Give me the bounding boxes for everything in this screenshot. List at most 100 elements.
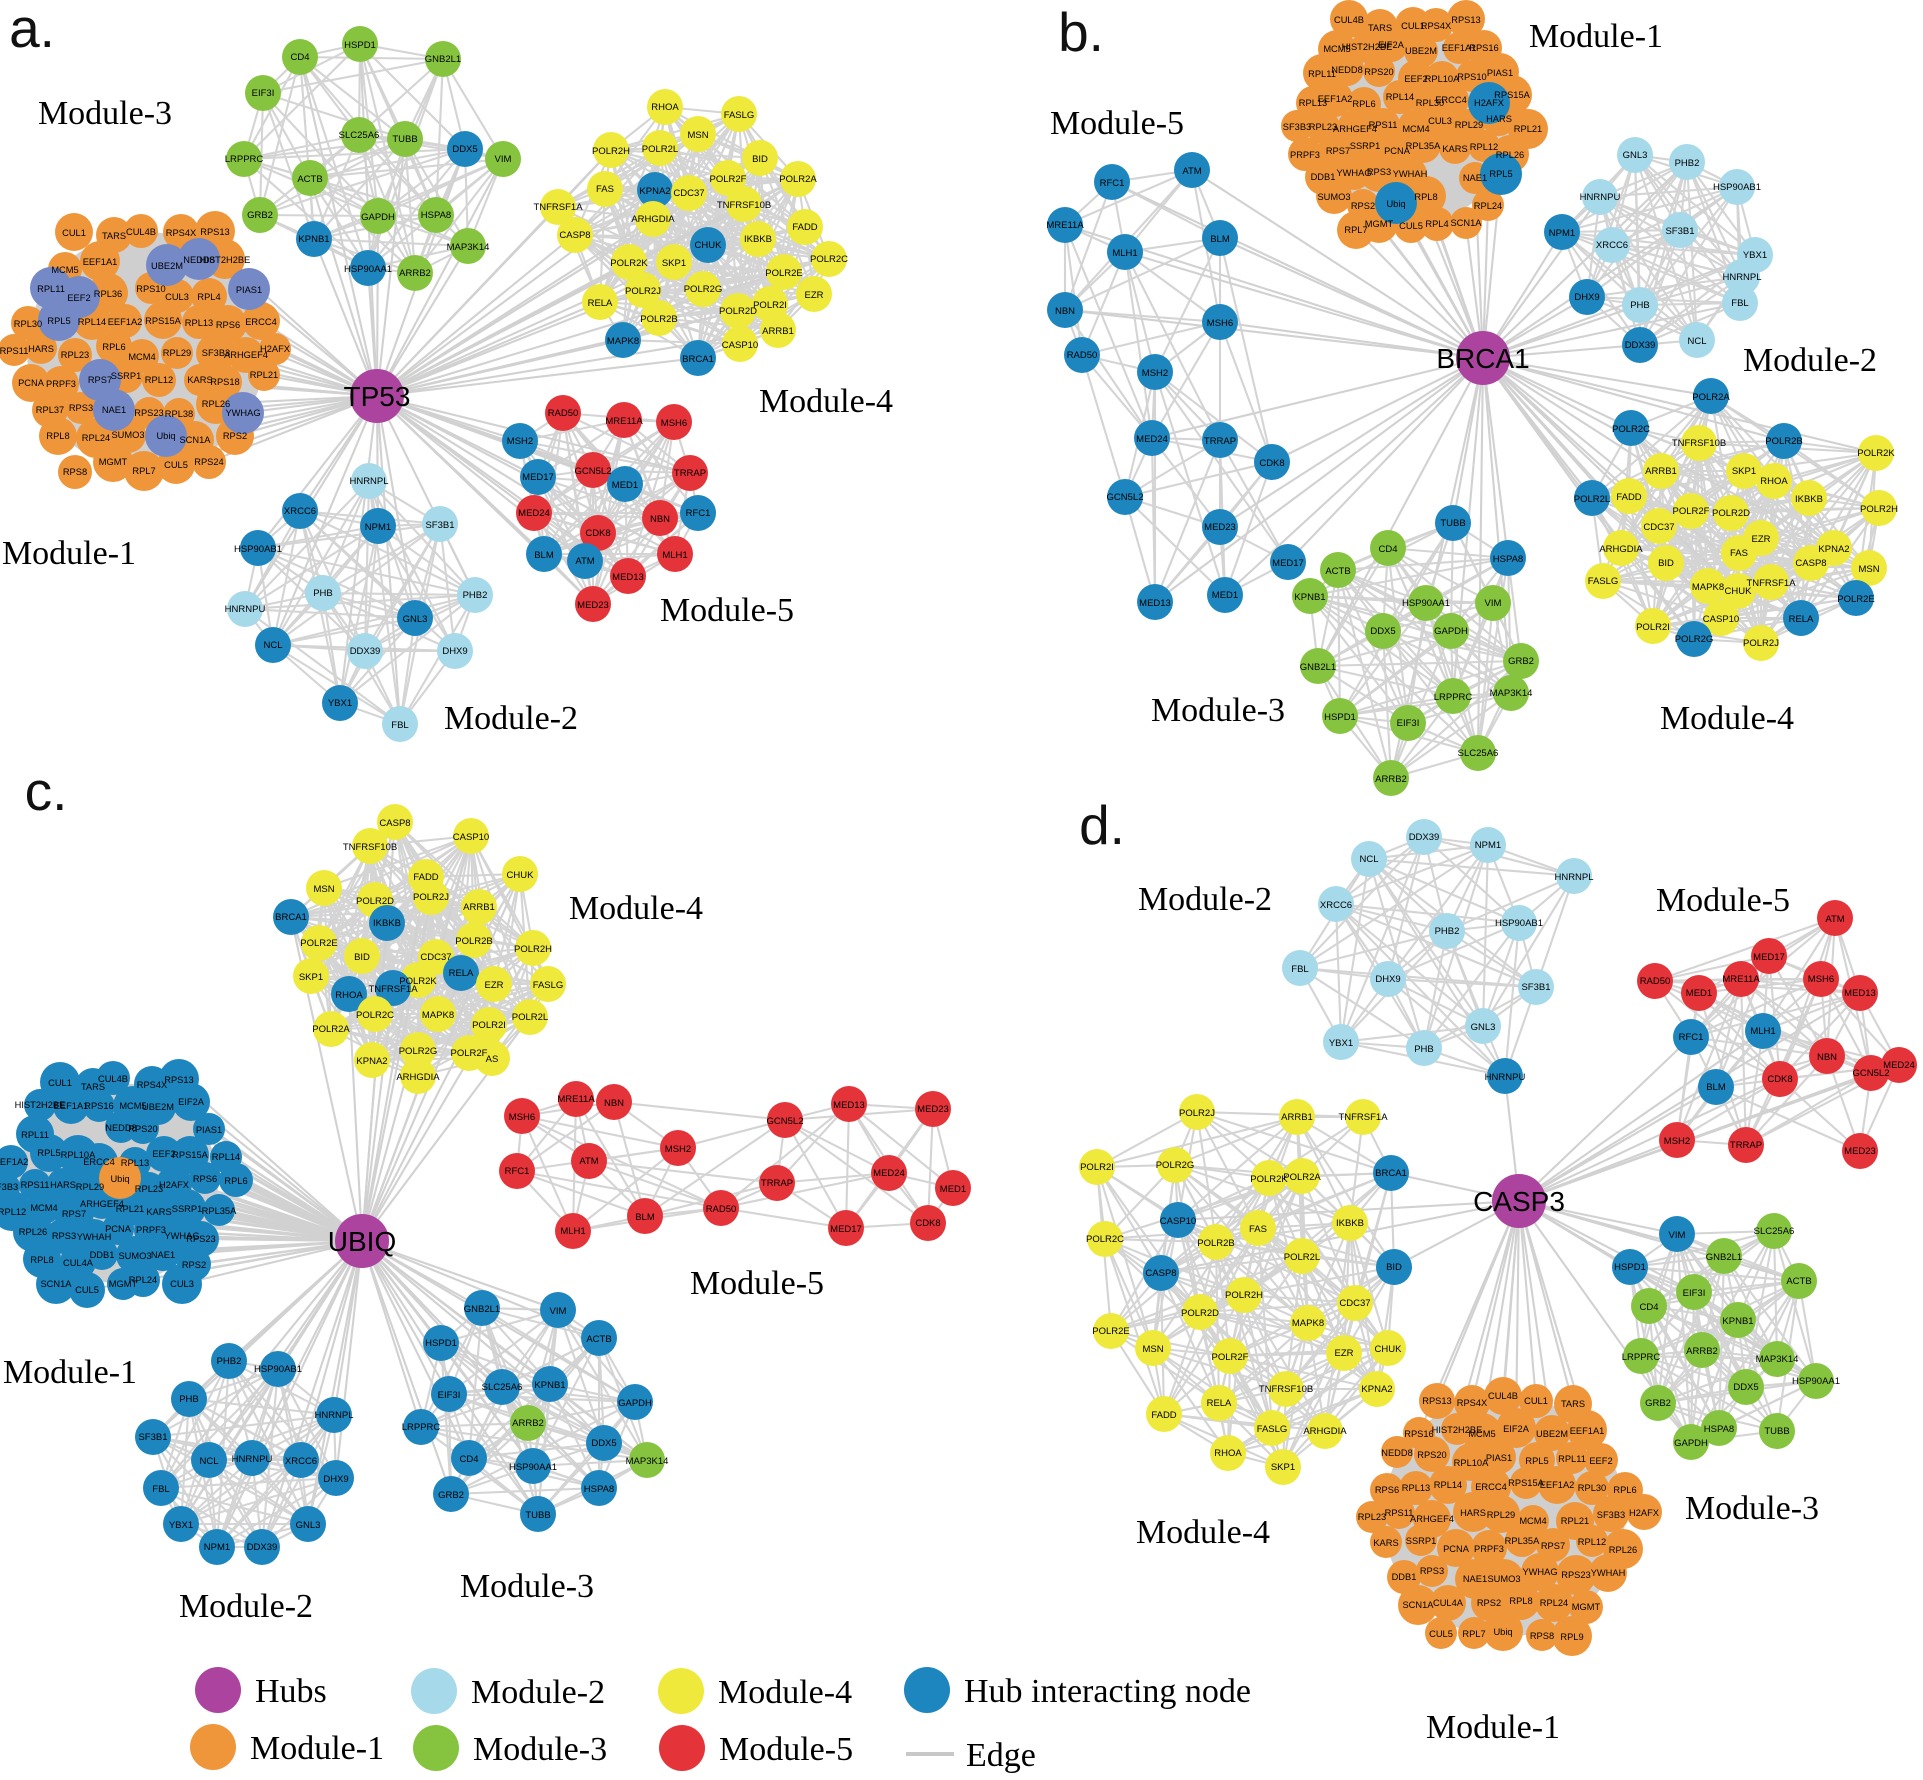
svg-text:KPNB1: KPNB1: [1722, 1316, 1753, 1327]
svg-text:VIM: VIM: [1485, 598, 1502, 609]
svg-text:POLR2F: POLR2F: [1673, 506, 1710, 517]
svg-text:RPL13: RPL13: [121, 1158, 149, 1168]
svg-text:HSPD1: HSPD1: [1324, 712, 1356, 723]
svg-text:RPL23: RPL23: [1358, 1512, 1386, 1522]
svg-text:RPS7: RPS7: [62, 1209, 86, 1219]
svg-text:RPL8: RPL8: [1414, 192, 1437, 202]
svg-text:CUL5: CUL5: [1399, 221, 1423, 231]
svg-text:POLR2E: POLR2E: [765, 268, 803, 279]
svg-text:POLR2A: POLR2A: [779, 174, 817, 185]
svg-text:TNFRSF1A: TNFRSF1A: [533, 202, 583, 213]
svg-text:PRPF3: PRPF3: [136, 1225, 166, 1235]
svg-text:RPL5: RPL5: [1525, 1456, 1548, 1466]
svg-text:RPL5: RPL5: [37, 1148, 60, 1158]
svg-text:ATM: ATM: [1182, 166, 1201, 177]
svg-text:POLR2L: POLR2L: [1574, 494, 1610, 505]
svg-text:MED17: MED17: [830, 1224, 862, 1235]
svg-text:RPS13: RPS13: [1451, 15, 1480, 25]
svg-text:MAP3K14: MAP3K14: [1490, 688, 1533, 699]
svg-text:BRCA1: BRCA1: [1375, 1168, 1407, 1179]
svg-text:RPS7: RPS7: [88, 375, 112, 385]
svg-text:MED13: MED13: [1844, 988, 1876, 999]
svg-text:HSP90AB1: HSP90AB1: [1713, 182, 1761, 193]
svg-text:TRRAP: TRRAP: [1730, 1140, 1762, 1151]
svg-text:MED24: MED24: [518, 508, 550, 519]
svg-text:HSPD1: HSPD1: [344, 40, 376, 51]
svg-text:RPS16: RPS16: [1469, 43, 1498, 53]
svg-text:RPL24: RPL24: [1474, 201, 1502, 211]
svg-text:KPNA2: KPNA2: [356, 1056, 387, 1067]
svg-text:ARRB2: ARRB2: [399, 268, 431, 279]
svg-text:Module-2: Module-2: [444, 700, 578, 737]
svg-text:UBE2M: UBE2M: [142, 1102, 174, 1112]
svg-text:POLR2D: POLR2D: [1181, 1308, 1219, 1319]
svg-text:SUMO3: SUMO3: [1487, 1574, 1520, 1584]
svg-text:Module-5: Module-5: [690, 1265, 824, 1302]
svg-text:KPNA2: KPNA2: [1361, 1384, 1392, 1395]
svg-text:RPL14: RPL14: [78, 317, 106, 327]
svg-text:SF3B1: SF3B1: [1665, 226, 1694, 237]
svg-text:HNRNPL: HNRNPL: [1722, 272, 1761, 283]
svg-text:NBN: NBN: [604, 1098, 624, 1109]
svg-text:ARHGEF4: ARHGEF4: [80, 1199, 124, 1209]
svg-text:GCN5L2: GCN5L2: [575, 466, 612, 477]
svg-text:ATM: ATM: [1825, 914, 1844, 925]
svg-text:MSH6: MSH6: [509, 1112, 535, 1123]
svg-text:MLH1: MLH1: [1750, 1026, 1775, 1037]
svg-text:CUL4A: CUL4A: [1433, 1598, 1464, 1608]
svg-text:RPS16: RPS16: [1404, 1429, 1433, 1439]
svg-text:SLC25A6: SLC25A6: [1458, 748, 1499, 759]
svg-text:Module-4: Module-4: [1660, 700, 1794, 737]
svg-text:NCL: NCL: [1687, 336, 1706, 347]
svg-text:RAD50: RAD50: [1067, 350, 1098, 361]
svg-text:SKP1: SKP1: [1732, 466, 1756, 477]
svg-text:PHB2: PHB2: [463, 590, 488, 601]
svg-text:GAPDH: GAPDH: [361, 212, 395, 223]
svg-text:CUL5: CUL5: [164, 460, 188, 470]
svg-text:MED24: MED24: [873, 1168, 905, 1179]
svg-text:MSN: MSN: [687, 130, 708, 141]
svg-text:EIF2A: EIF2A: [178, 1097, 205, 1107]
svg-text:CASP8: CASP8: [1145, 1268, 1176, 1279]
svg-text:TRRAP: TRRAP: [1204, 436, 1236, 447]
svg-text:SUMO3: SUMO3: [111, 430, 144, 440]
svg-text:GRB2: GRB2: [1645, 1398, 1671, 1409]
svg-text:MSH6: MSH6: [661, 418, 687, 429]
svg-text:POLR2G: POLR2G: [1156, 1160, 1195, 1171]
svg-text:BRCA1: BRCA1: [275, 912, 307, 923]
svg-text:MSH2: MSH2: [665, 1144, 691, 1155]
svg-text:RPL11: RPL11: [1558, 1454, 1586, 1464]
svg-text:GRB2: GRB2: [247, 210, 273, 221]
svg-text:RPS2: RPS2: [182, 1260, 206, 1270]
svg-text:ERCC4: ERCC4: [1435, 95, 1467, 105]
svg-text:NAE1: NAE1: [102, 405, 126, 415]
svg-text:SSRP1: SSRP1: [1406, 1536, 1437, 1546]
svg-text:RPL8: RPL8: [46, 431, 69, 441]
svg-text:RPL21: RPL21: [1561, 1516, 1589, 1526]
svg-text:ARHGEF4: ARHGEF4: [224, 350, 268, 360]
svg-text:NBN: NBN: [650, 514, 670, 525]
svg-text:RPL7: RPL7: [132, 466, 155, 476]
svg-text:EIF3I: EIF3I: [438, 1390, 461, 1401]
svg-text:RPL13: RPL13: [1402, 1483, 1430, 1493]
svg-text:MSN: MSN: [1142, 1344, 1163, 1355]
svg-text:LRPPRC: LRPPRC: [225, 154, 264, 165]
svg-text:PRPF3: PRPF3: [46, 379, 76, 389]
svg-text:RPL29: RPL29: [76, 1182, 104, 1192]
svg-text:ARHGEF4: ARHGEF4: [1333, 124, 1377, 134]
svg-text:DDX5: DDX5: [591, 1438, 616, 1449]
svg-text:RPL29: RPL29: [1455, 120, 1483, 130]
svg-text:MRE11A: MRE11A: [1722, 974, 1760, 985]
svg-text:EEF1A1: EEF1A1: [1570, 1426, 1605, 1436]
svg-text:MED23: MED23: [577, 600, 609, 611]
svg-text:GRB2: GRB2: [438, 1490, 464, 1501]
svg-text:MCM5: MCM5: [1323, 44, 1350, 54]
svg-text:SUMO3: SUMO3: [118, 1251, 151, 1261]
svg-text:HSPA8: HSPA8: [1704, 1424, 1734, 1435]
svg-text:PHB: PHB: [1414, 1044, 1434, 1055]
svg-text:POLR2A: POLR2A: [1283, 1172, 1321, 1183]
svg-text:FAS: FAS: [596, 184, 614, 195]
svg-text:PCNA: PCNA: [18, 378, 45, 388]
svg-text:PHB: PHB: [1630, 300, 1650, 311]
svg-text:HSPA8: HSPA8: [421, 210, 451, 221]
